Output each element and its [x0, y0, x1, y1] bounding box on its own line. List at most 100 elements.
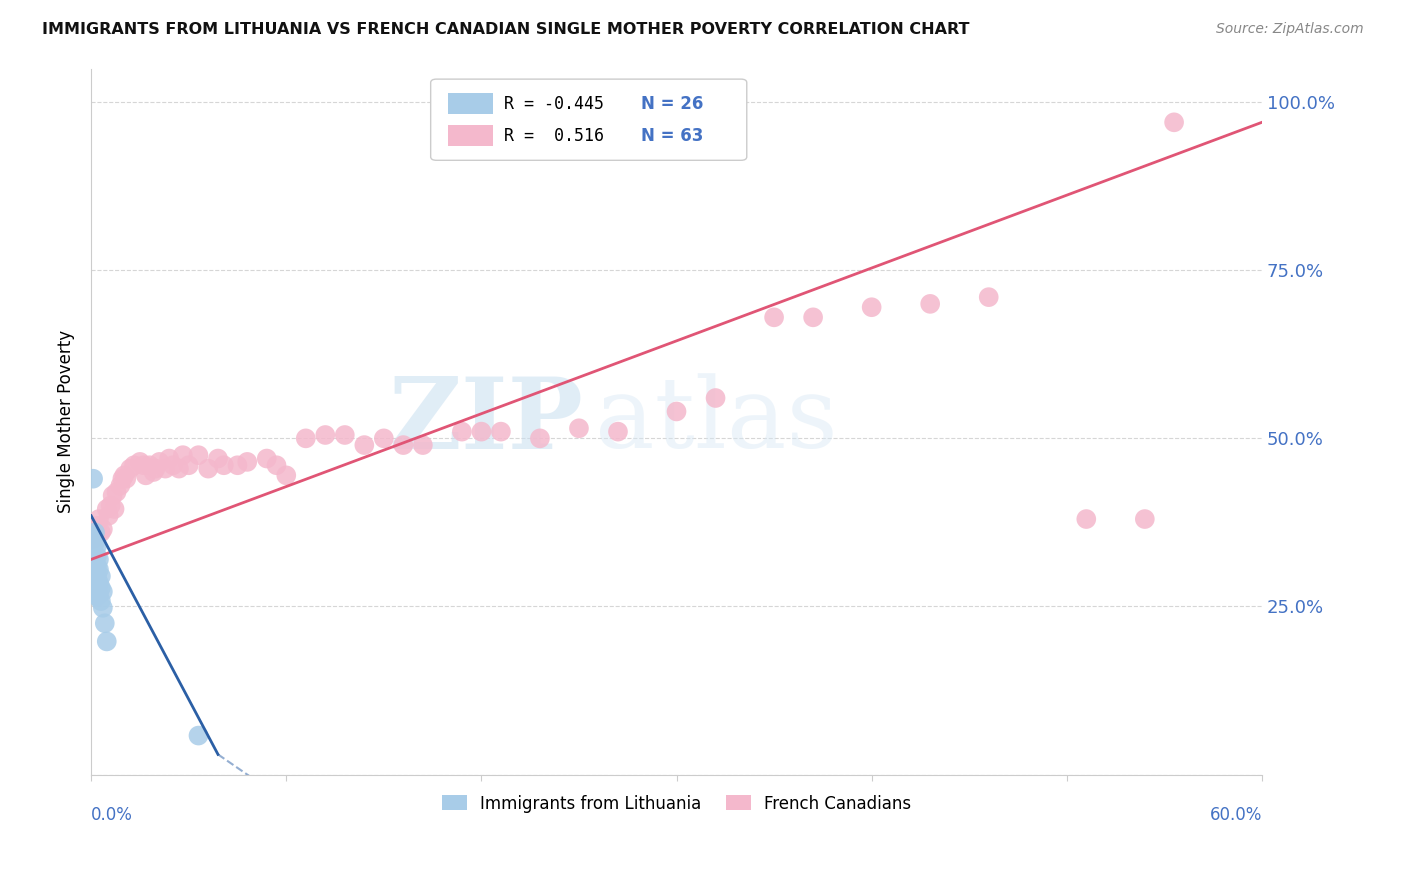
Point: [105, 485, 128, 500]
Point: [1163, 115, 1185, 129]
Point: [91, 600, 114, 615]
Point: [122, 458, 145, 473]
Point: [115, 472, 138, 486]
Point: [256, 451, 278, 466]
Point: [187, 448, 209, 462]
Text: R = -0.445: R = -0.445: [505, 95, 605, 112]
Point: [142, 465, 165, 479]
Point: [90, 581, 112, 595]
Point: [84, 569, 107, 583]
Point: [294, 431, 316, 445]
Point: [84, 549, 107, 563]
Point: [172, 448, 194, 462]
Point: [112, 468, 135, 483]
Point: [110, 478, 132, 492]
Point: [212, 458, 235, 473]
Point: [129, 455, 152, 469]
Point: [207, 451, 229, 466]
Point: [86, 559, 108, 574]
Point: [90, 525, 112, 540]
Text: IMMIGRANTS FROM LITHUANIA VS FRENCH CANADIAN SINGLE MOTHER POVERTY CORRELATION C: IMMIGRANTS FROM LITHUANIA VS FRENCH CANA…: [42, 22, 970, 37]
Point: [157, 451, 180, 466]
Point: [97, 508, 120, 523]
Point: [86, 549, 108, 563]
Point: [704, 391, 727, 405]
Text: ZIP: ZIP: [388, 373, 583, 470]
Text: atlas: atlas: [595, 374, 838, 469]
Point: [120, 461, 142, 475]
Point: [412, 438, 434, 452]
Point: [101, 489, 124, 503]
Point: [91, 522, 114, 536]
Point: [111, 472, 134, 486]
Point: [333, 428, 356, 442]
Point: [87, 512, 110, 526]
Point: [86, 579, 108, 593]
Point: [167, 461, 190, 475]
FancyBboxPatch shape: [430, 79, 747, 161]
Y-axis label: Single Mother Poverty: Single Mother Poverty: [58, 330, 75, 513]
Point: [100, 499, 122, 513]
Bar: [449, 125, 492, 146]
Point: [266, 458, 288, 473]
Point: [87, 562, 110, 576]
Point: [82, 556, 104, 570]
Point: [86, 518, 108, 533]
Point: [236, 455, 259, 469]
Point: [977, 290, 1000, 304]
Point: [84, 559, 107, 574]
Point: [1133, 512, 1156, 526]
Point: [84, 582, 107, 597]
Point: [86, 539, 108, 553]
Point: [96, 634, 118, 648]
Point: [451, 425, 474, 439]
Text: 0.0%: 0.0%: [91, 806, 134, 824]
Point: [84, 525, 107, 540]
Bar: [449, 94, 492, 114]
Point: [82, 472, 104, 486]
Point: [162, 458, 184, 473]
Point: [197, 461, 219, 475]
Point: [392, 438, 415, 452]
Legend: Immigrants from Lithuania, French Canadians: Immigrants from Lithuania, French Canadi…: [434, 788, 918, 819]
Point: [801, 310, 824, 325]
Point: [132, 458, 155, 473]
Point: [87, 552, 110, 566]
Point: [860, 300, 883, 314]
Point: [529, 431, 551, 445]
Point: [91, 584, 114, 599]
Point: [145, 461, 167, 475]
Point: [90, 569, 112, 583]
Point: [82, 533, 104, 547]
Point: [373, 431, 395, 445]
Point: [86, 590, 108, 604]
Text: R =  0.516: R = 0.516: [505, 127, 605, 145]
Point: [665, 404, 688, 418]
Point: [187, 729, 209, 743]
Point: [155, 461, 177, 475]
Point: [135, 468, 157, 483]
Point: [607, 425, 630, 439]
Text: Source: ZipAtlas.com: Source: ZipAtlas.com: [1216, 22, 1364, 37]
Point: [314, 428, 336, 442]
Point: [568, 421, 591, 435]
Point: [148, 455, 170, 469]
Point: [353, 438, 375, 452]
Point: [489, 425, 512, 439]
Point: [138, 458, 160, 473]
Point: [90, 594, 112, 608]
Point: [763, 310, 786, 325]
Point: [103, 502, 125, 516]
Point: [470, 425, 492, 439]
Point: [84, 525, 107, 540]
Point: [86, 569, 108, 583]
Point: [82, 529, 104, 543]
Point: [94, 616, 117, 631]
Point: [87, 576, 110, 591]
Point: [276, 468, 298, 483]
Point: [82, 542, 104, 557]
Point: [87, 587, 110, 601]
Point: [96, 502, 118, 516]
Text: N = 26: N = 26: [641, 95, 704, 112]
Point: [177, 458, 200, 473]
